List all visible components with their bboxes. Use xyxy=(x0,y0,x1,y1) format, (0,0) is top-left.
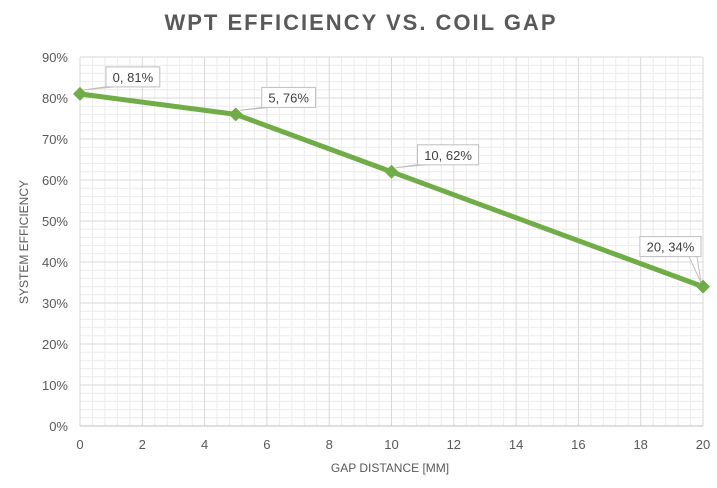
x-tick-label: 14 xyxy=(509,437,523,452)
x-tick-label: 18 xyxy=(633,437,647,452)
x-axis-label: GAP DISTANCE [MM] xyxy=(331,461,449,475)
y-tick-label: 70% xyxy=(42,132,68,147)
y-tick-label: 60% xyxy=(42,173,68,188)
chart-title: WPT EFFICIENCY VS. COIL GAP xyxy=(164,10,557,35)
x-tick-label: 10 xyxy=(384,437,398,452)
x-axis-ticks: 0 2 4 6 8 10 12 14 16 18 20 xyxy=(76,437,710,452)
data-label-leader xyxy=(395,164,426,169)
data-point-marker xyxy=(384,164,399,179)
x-tick-label: 4 xyxy=(201,437,208,452)
data-point-marker xyxy=(696,279,710,294)
data-label: 10, 62% xyxy=(395,144,480,169)
y-tick-label: 0% xyxy=(49,419,68,434)
y-tick-label: 10% xyxy=(42,378,68,393)
y-tick-label: 30% xyxy=(42,296,68,311)
data-label-leader xyxy=(239,106,270,111)
data-label-text: 0, 81% xyxy=(113,70,154,85)
data-label-leader xyxy=(688,256,702,283)
data-label-box xyxy=(105,66,161,88)
data-labels: 0, 81% 5, 76% 10, 62% 20, 34% xyxy=(83,66,702,283)
y-tick-label: 50% xyxy=(42,214,68,229)
x-tick-label: 8 xyxy=(326,437,333,452)
data-point-marker xyxy=(73,86,87,101)
y-tick-label: 40% xyxy=(42,255,68,270)
data-label-leader xyxy=(83,86,115,91)
data-label-box xyxy=(417,144,480,166)
data-label-box xyxy=(261,86,317,108)
data-point-marker xyxy=(228,107,243,122)
x-tick-label: 6 xyxy=(263,437,270,452)
data-label-box xyxy=(639,236,702,258)
data-label-text: 20, 34% xyxy=(647,240,695,255)
x-tick-label: 12 xyxy=(447,437,461,452)
y-tick-label: 20% xyxy=(42,337,68,352)
y-axis-ticks: 0% 10% 20% 30% 40% 50% 60% 70% 80% 90% xyxy=(42,50,68,434)
x-tick-label: 2 xyxy=(139,437,146,452)
x-tick-label: 16 xyxy=(571,437,585,452)
data-label: 20, 34% xyxy=(639,236,702,283)
series-efficiency xyxy=(73,86,710,294)
series-line xyxy=(77,91,706,290)
data-label: 0, 81% xyxy=(83,66,161,91)
gridlines xyxy=(79,56,704,427)
y-axis-label: SYSTEM EFFICIENCY xyxy=(17,180,31,304)
y-tick-label: 90% xyxy=(42,50,68,65)
y-tick-label: 80% xyxy=(42,91,68,106)
data-label-text: 5, 76% xyxy=(268,90,309,105)
x-tick-label: 0 xyxy=(76,437,83,452)
x-tick-label: 20 xyxy=(696,437,710,452)
data-label-text: 10, 62% xyxy=(424,148,472,163)
data-label: 5, 76% xyxy=(239,86,317,111)
